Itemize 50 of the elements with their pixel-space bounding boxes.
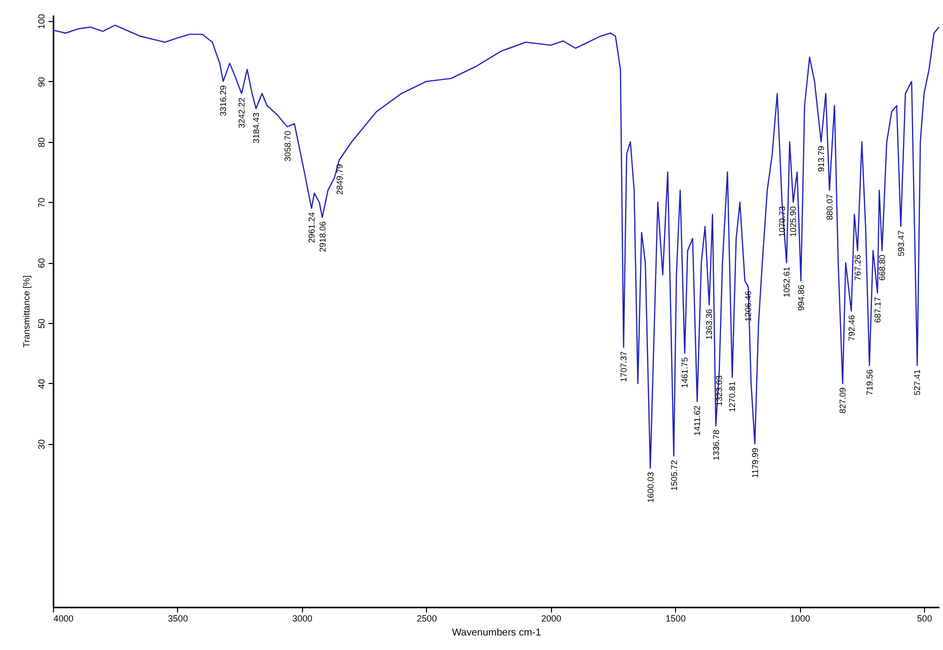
annotation: 880.07: [824, 194, 834, 220]
annotation: 827.09: [838, 387, 848, 414]
y-tick-label: 80: [36, 137, 46, 148]
annotation: 792.46: [846, 314, 856, 341]
annotation: 3242.22: [236, 97, 247, 128]
annotation: 1461.75: [680, 357, 690, 388]
annotation: 1336.78: [710, 430, 721, 461]
annotation: 1070.73: [777, 206, 788, 237]
annotation: 1025.90: [788, 206, 798, 237]
annotation: 3184.43: [250, 112, 261, 144]
y-tick-label: 100: [36, 14, 46, 30]
y-axis-title: Transmittance [%]: [22, 275, 32, 348]
annotation: 1323.03: [714, 375, 724, 406]
annotation: 1206.46: [743, 290, 754, 322]
annotation: 767.26: [852, 254, 863, 281]
x-tick-label: 1500: [666, 614, 686, 624]
annotation: 1179.99: [750, 448, 760, 478]
y-tick-label: 40: [36, 378, 46, 389]
y-tick-label: 50: [36, 318, 46, 329]
annotation: 994.86: [796, 284, 806, 311]
x-tick-label: 1000: [790, 614, 810, 624]
annotation: 913.79: [816, 146, 826, 172]
x-tick-label: 2500: [416, 614, 437, 624]
annotation: 687.17: [872, 296, 882, 323]
annotation: 1052.61: [782, 266, 792, 298]
annotation: 3058.70: [282, 130, 292, 162]
annotation: 1505.72: [668, 460, 679, 491]
annotation: 1270.81: [727, 381, 738, 412]
x-tick-label: 3500: [168, 614, 188, 624]
x-tick-label: 500: [917, 614, 932, 624]
annotation: 719.56: [864, 369, 874, 396]
annotation: 1600.03: [645, 472, 656, 503]
annotation: 2849.79: [334, 164, 344, 195]
annotation: 2961.24: [306, 212, 317, 244]
x-tick-label: 3000: [292, 614, 312, 624]
annotation: 3316.29: [218, 85, 228, 116]
annotation: 1411.62: [692, 405, 702, 436]
annotation: 2918.06: [317, 221, 328, 252]
annotation: 1363.36: [704, 308, 714, 340]
y-tick-label: 90: [36, 76, 46, 87]
annotation: 1707.37: [618, 350, 629, 382]
y-tick-label: 70: [36, 198, 46, 208]
annotation: 668.80: [877, 254, 888, 281]
x-tick-label: 4000: [54, 614, 74, 624]
annotation: 593.47: [896, 230, 906, 256]
annotation: 527.41: [912, 369, 922, 396]
y-tick-label: 60: [36, 258, 46, 268]
x-tick-label: 2000: [541, 614, 562, 624]
x-axis-title: Wavenumbers cm-1: [452, 628, 542, 638]
y-tick-label: 30: [36, 439, 46, 450]
